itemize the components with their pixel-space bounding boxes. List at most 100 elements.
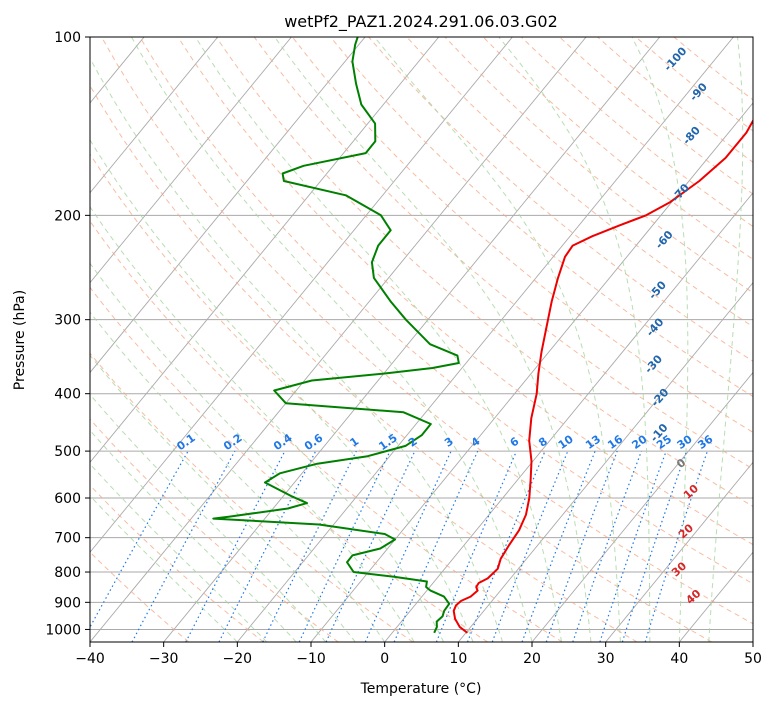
mixing-ratio-line [621,450,688,642]
x-tick-label: 20 [523,651,541,667]
mixing-ratio-label-9: 6 [508,434,522,449]
isotherm-label-0: -100 [661,44,689,73]
moist-adiabat-line [374,37,621,642]
mixing-ratio-line [325,450,416,642]
dry-adiabat-line [368,37,753,362]
moist-adiabat-line [90,139,474,642]
isotherm-line [90,37,440,464]
mixing-ratio-line [393,450,479,642]
mixing-ratio-line [262,450,357,642]
moist-adiabat-line [131,37,533,642]
mixing-ratio-line [644,450,708,642]
y-tick-label: 600 [54,491,81,507]
dry-adiabat-line [292,37,753,433]
x-tick-label: 0 [380,651,389,667]
moist-adiabat-label-4: 40 [683,587,703,607]
dry-adiabat-line [90,286,488,642]
moist-adiabat-line [194,37,562,642]
x-tick-label: 10 [449,651,467,667]
dry-adiabat-line [90,484,264,642]
moist-adiabat-line [498,37,651,642]
isotherm-label-5: -50 [646,278,669,302]
isotherm-line [384,192,753,642]
mixing-ratio-line [521,450,596,642]
mixing-ratio-label-0: 0.1 [174,431,197,453]
mixing-ratio-line [491,450,569,642]
dry-adiabat-line [101,37,753,625]
moist-adiabat-label-0: 0 [674,456,689,471]
mixing-ratio-line [298,450,391,642]
mixing-ratio-label-17: 36 [695,432,715,452]
isotherm-label-7: -30 [642,352,665,376]
mixing-ratio-label-16: 30 [675,432,695,452]
dry-adiabat-line [90,84,712,642]
mixing-ratio-line [599,450,667,642]
dry-adiabat-line [90,418,339,642]
mixing-ratio-line [435,450,518,642]
isotherm-line [0,37,70,642]
isotherm-line [531,371,753,642]
isotherm-line [90,37,366,374]
y-tick-label: 900 [54,595,81,611]
moist-adiabat-label-3: 30 [669,559,689,579]
y-tick-label: 100 [54,30,81,46]
y-tick-label: 1000 [45,622,81,638]
moist-adiabat-line [631,37,689,642]
x-tick-label: 50 [744,651,762,667]
chart-title: wetPf2_PAZ1.2024.291.06.03.G02 [284,12,558,32]
isotherm-label-4: -60 [653,228,676,252]
dry-adiabat-line [90,220,563,642]
isotherm-line [605,461,753,642]
mixing-ratio-label-11: 10 [556,432,576,452]
mixing-ratio-label-3: 0.6 [302,431,326,453]
y-tick-label: 200 [54,208,81,224]
dry-adiabat-line [635,37,753,132]
isotherm-line [752,641,753,642]
moist-adiabat-line [708,37,744,642]
moist-adiabat-line [90,495,238,642]
moist-adiabat-label-2: 20 [676,521,696,541]
axis-layer: −40 −30 −20 −10 0 10 20 30 40 5010009008007006005… [45,30,762,667]
dry-adiabat-line [330,37,753,398]
mixing-ratio-label-10: 8 [536,435,550,450]
y-tick-label: 700 [54,531,81,547]
mixing-ratio-line [131,450,236,642]
moist-adiabat-line [90,393,327,642]
isotherm-label-2: -80 [680,124,703,148]
x-tick-label: 30 [597,651,615,667]
moist-adiabat-line [90,429,297,642]
isotherm-label-6: -40 [644,315,667,339]
x-tick-label: −30 [149,651,179,667]
mixing-ratio-label-7: 3 [442,435,456,450]
dry-adiabat-line [406,37,753,328]
dry-adiabat-line [90,352,414,642]
mixing-ratio-line [572,450,643,642]
dry-adiabat-line [177,37,753,546]
mixing-ratio-label-13: 16 [605,432,625,452]
x-tick-label: −10 [296,651,326,667]
moist-adiabat-line [274,37,592,642]
moist-adiabat-line [90,262,415,642]
moist-adiabat-line [90,57,503,642]
mixing-ratio-label-1: 0.2 [221,431,244,453]
x-tick-label: −20 [223,651,253,667]
mixing-ratio-line [218,450,317,642]
x-axis-label: Temperature (°C) [360,681,482,697]
moist-adiabat-line [90,354,356,642]
moist-adiabat-line [90,463,268,642]
x-tick-label: −40 [75,651,105,667]
isotherm-label-1: -90 [687,80,710,104]
isotherm-line [90,37,292,284]
dry-adiabat-line [90,153,638,642]
y-axis-label: Pressure (hPa) [12,290,28,390]
plot-frame [89,36,754,643]
series-layer [212,37,753,634]
dry-adiabat-line [444,37,753,294]
mixing-ratio-label-5: 1.5 [376,431,399,453]
dry-adiabat-line [139,37,753,585]
isotherm-line [163,37,661,642]
moist-adiabat-label-1: 10 [681,482,701,502]
temperature-profile-line [452,118,753,634]
dewpoint-profile-line [212,37,460,634]
y-tick-label: 400 [54,387,81,403]
